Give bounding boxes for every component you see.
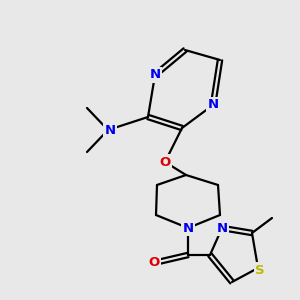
Text: O: O bbox=[159, 155, 171, 169]
Text: N: N bbox=[104, 124, 116, 136]
Text: N: N bbox=[216, 221, 228, 235]
Text: N: N bbox=[149, 68, 161, 82]
Text: N: N bbox=[182, 221, 194, 235]
Text: S: S bbox=[255, 263, 265, 277]
Text: N: N bbox=[207, 98, 219, 112]
Text: O: O bbox=[148, 256, 160, 268]
